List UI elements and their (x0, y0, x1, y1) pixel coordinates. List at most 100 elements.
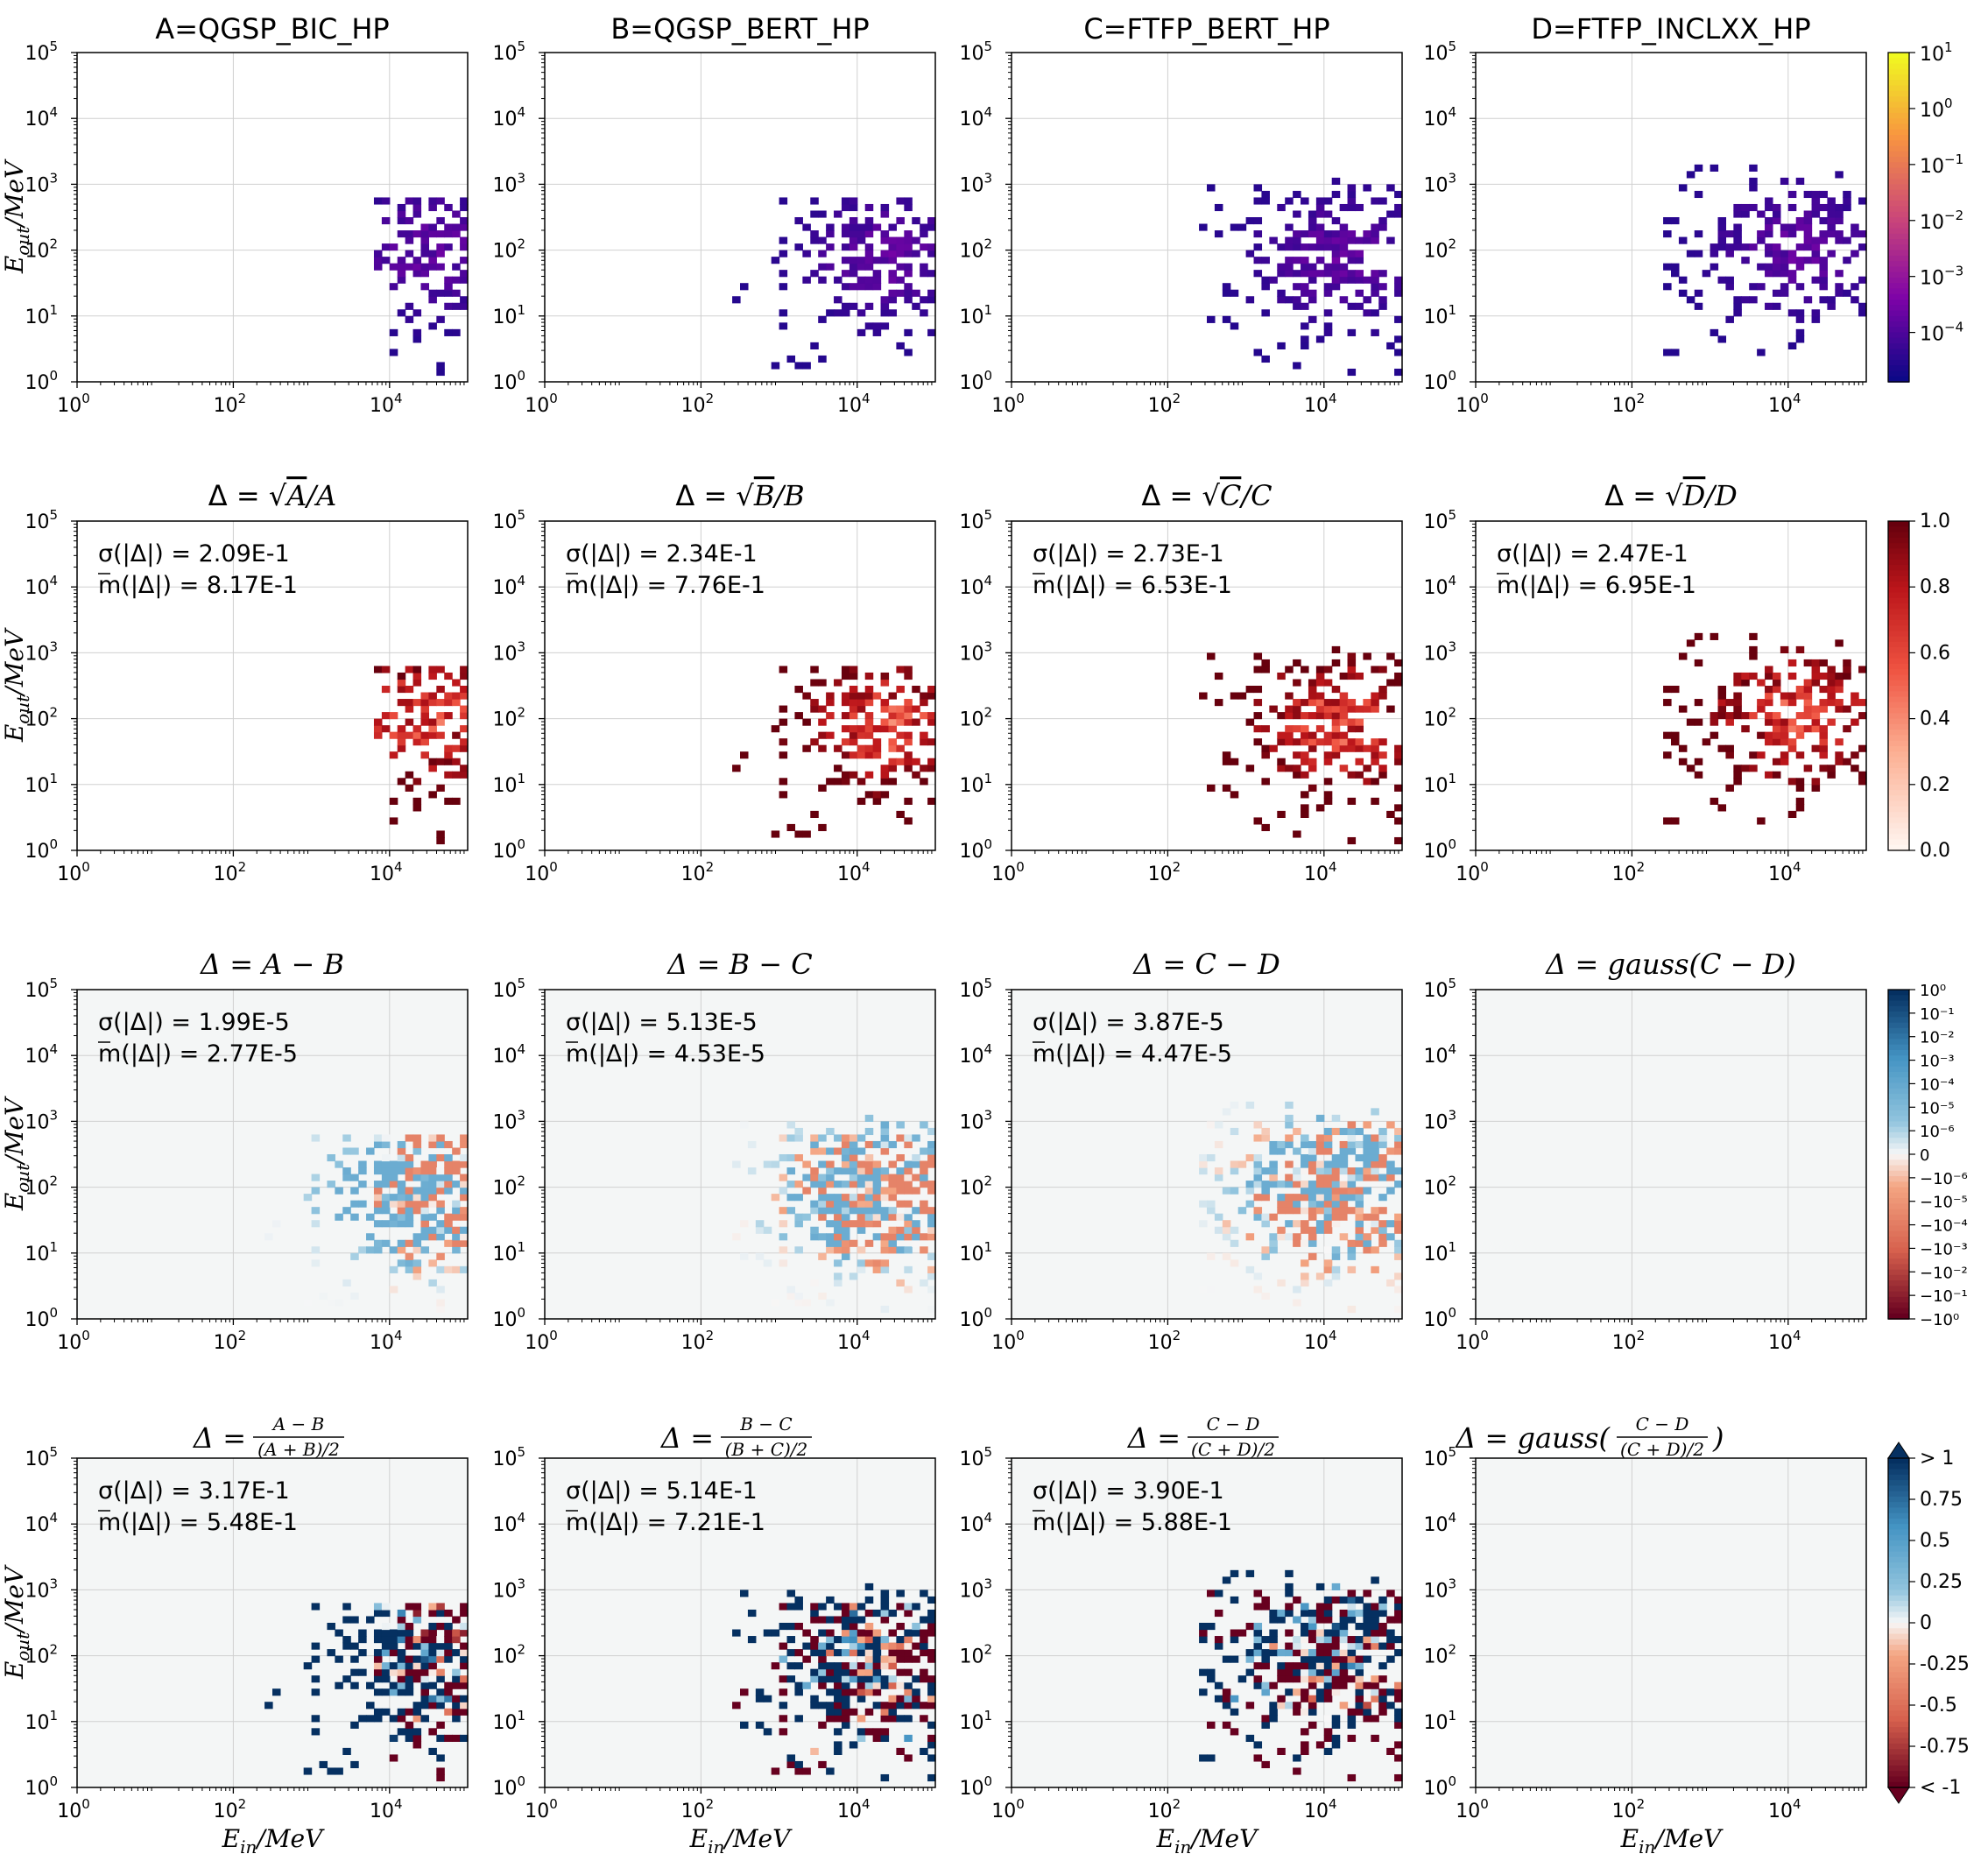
heatmap-cell (1339, 731, 1349, 739)
y-tick-label: 105 (1423, 507, 1456, 533)
heatmap-cell (1269, 1213, 1278, 1221)
heatmap-cell (786, 1121, 796, 1129)
heatmap-cell (1245, 1649, 1255, 1657)
colorbar-segment (1888, 812, 1909, 819)
heatmap-cell (864, 712, 874, 720)
heatmap-cell (857, 283, 866, 291)
heatmap-cell (818, 1760, 827, 1769)
heatmap-cell (1702, 270, 1711, 278)
x-tick-label: 100 (991, 1328, 1025, 1354)
heatmap-cell (1261, 1662, 1270, 1670)
heatmap-cell (342, 1616, 351, 1624)
heatmap-cell (1386, 1160, 1395, 1168)
heatmap-cell (436, 731, 445, 739)
heatmap-cell (1347, 302, 1357, 310)
heatmap-cell (857, 725, 866, 733)
heatmap-cell (405, 1668, 414, 1676)
heatmap-cell (1331, 243, 1341, 251)
heatmap-cell (1371, 1715, 1379, 1723)
heatmap-cell (405, 1681, 414, 1689)
colorbar-segment (1888, 151, 1909, 158)
heatmap-cell (1725, 744, 1734, 752)
heatmap-cell (1293, 296, 1301, 304)
heatmap-cell (412, 1609, 422, 1618)
heatmap-cell (849, 197, 858, 205)
heatmap-cell (311, 1688, 321, 1696)
heatmap-cell (452, 1167, 461, 1175)
heatmap-cell (927, 686, 936, 694)
heatmap-cell (428, 1259, 437, 1267)
heatmap-cell (849, 283, 858, 291)
heatmap-cell (1285, 296, 1294, 304)
heatmap-cell (1315, 1174, 1325, 1181)
heatmap-cell (786, 1154, 796, 1162)
x-tick-label: 102 (214, 1796, 247, 1822)
heatmap-cell (1710, 250, 1719, 257)
heatmap-cell (779, 197, 788, 205)
colorbar-segment (1888, 696, 1909, 703)
heatmap-cell (771, 1194, 780, 1202)
heatmap-cell (1733, 692, 1742, 700)
heatmap-cell (1339, 236, 1349, 244)
heatmap-cell (802, 744, 811, 752)
heatmap-cell (920, 1675, 928, 1683)
heatmap-cell (1199, 1286, 1208, 1294)
heatmap-cell (810, 810, 819, 818)
heatmap-cell (319, 1760, 328, 1769)
heatmap-cell (818, 1187, 827, 1195)
heatmap-cell (1308, 765, 1317, 772)
heatmap-cell (864, 1140, 874, 1149)
heatmap-cell (779, 236, 788, 244)
heatmap-cell (1765, 672, 1773, 680)
heatmap-cell (389, 1734, 398, 1742)
heatmap-cell (1371, 1623, 1379, 1631)
heatmap-cell (857, 1695, 866, 1702)
heatmap-cell (1694, 758, 1703, 765)
heatmap-cell (1323, 1642, 1333, 1650)
heatmap-cell (1394, 1596, 1403, 1604)
colorbar-tick-label: 0.25 (1920, 1571, 1963, 1593)
heatmap-cell (880, 765, 890, 772)
heatmap-cell (397, 1655, 406, 1663)
heatmap-cell (1363, 765, 1371, 772)
heatmap-cell (1757, 349, 1766, 356)
heatmap-cell (849, 270, 858, 278)
heatmap-cell (864, 791, 874, 799)
heatmap-cell (1363, 236, 1371, 244)
heatmap-cell (1293, 1662, 1301, 1670)
heatmap-cell (436, 686, 445, 694)
colorbar-segment (1888, 1121, 1909, 1128)
heatmap-cell (1331, 230, 1341, 238)
heatmap-cell (1765, 230, 1773, 238)
heatmap-cell (452, 1616, 461, 1624)
heatmap-cell (444, 1226, 453, 1234)
colorbar-segment (1888, 1012, 1909, 1019)
heatmap-cell (1301, 1649, 1309, 1657)
heatmap-cell (920, 1668, 928, 1676)
heatmap-cell (1355, 1609, 1364, 1618)
colorbar-segment (1888, 129, 1909, 136)
heatmap-cell (397, 1629, 406, 1637)
colorbar-segment (1888, 244, 1909, 251)
heatmap-cell (1819, 731, 1828, 739)
heatmap-cell (1811, 257, 1821, 264)
x-tick-label: 100 (1456, 859, 1489, 885)
heatmap-cell (1811, 672, 1821, 680)
heatmap-cell (389, 1662, 398, 1670)
heatmap-cell (412, 1233, 422, 1241)
heatmap-cell (1749, 296, 1758, 304)
heatmap-cell (1386, 1616, 1395, 1624)
heatmap-cell (849, 1154, 858, 1162)
heatmap-cell (1301, 738, 1309, 746)
heatmap-cell (880, 699, 890, 707)
heatmap-cell (436, 315, 445, 323)
heatmap-cell (810, 230, 819, 238)
heatmap-cell (1293, 1200, 1301, 1208)
y-tick-label: 102 (492, 1642, 525, 1668)
heatmap-cell (1765, 203, 1773, 212)
colorbar-tick-label: −10⁻⁵ (1920, 1194, 1968, 1212)
heatmap-cell (1253, 1629, 1263, 1637)
heatmap-cell (381, 1140, 391, 1149)
heatmap-cell (1780, 725, 1789, 733)
